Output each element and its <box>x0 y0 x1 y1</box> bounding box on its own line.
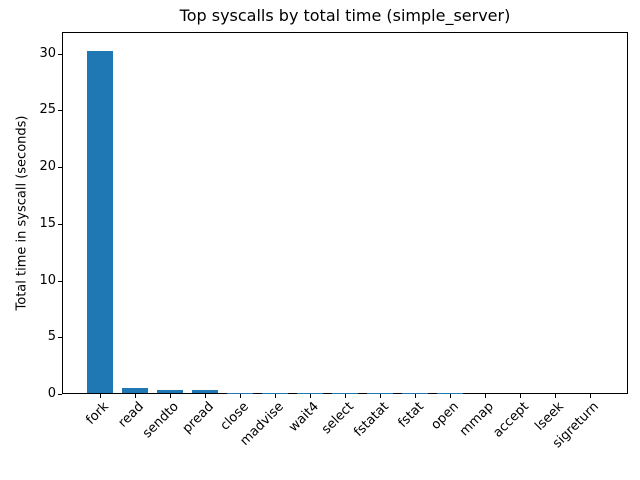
x-tick-mark <box>135 394 136 398</box>
bar-fork <box>87 51 113 393</box>
x-tick-mark <box>590 394 591 398</box>
bar-pread <box>192 390 218 393</box>
y-tick-mark <box>58 167 62 168</box>
chart-title: Top syscalls by total time (simple_serve… <box>179 6 511 25</box>
bar-sendto <box>157 389 183 393</box>
x-tick-mark <box>450 394 451 398</box>
y-tick-label-15: 15 <box>39 215 56 231</box>
bar-read <box>122 388 148 393</box>
x-tick-mark <box>170 394 171 398</box>
x-tick-mark <box>275 394 276 398</box>
x-tick-mark <box>520 394 521 398</box>
plot-area <box>62 32 628 394</box>
x-tick-mark <box>415 394 416 398</box>
x-tick-mark <box>205 394 206 398</box>
y-tick-label-25: 25 <box>39 102 56 118</box>
y-tick-mark <box>58 394 62 395</box>
x-tick-mark <box>345 394 346 398</box>
y-tick-mark <box>58 280 62 282</box>
y-tick-label-0: 0 <box>47 386 56 401</box>
y-tick-mark <box>58 53 62 55</box>
y-tick-label-5: 5 <box>47 329 56 345</box>
x-tick-mark <box>555 394 556 398</box>
y-tick-label-10: 10 <box>39 272 56 288</box>
x-tick-mark <box>485 394 486 398</box>
x-tick-mark <box>310 394 311 398</box>
y-tick-label-30: 30 <box>39 45 56 61</box>
y-tick-label-20: 20 <box>39 159 56 174</box>
y-tick-mark <box>58 337 62 339</box>
x-tick-mark <box>240 394 241 398</box>
y-tick-mark <box>58 110 62 112</box>
x-tick-mark <box>100 394 101 398</box>
x-tick-mark <box>380 394 381 398</box>
y-tick-mark <box>58 223 62 225</box>
